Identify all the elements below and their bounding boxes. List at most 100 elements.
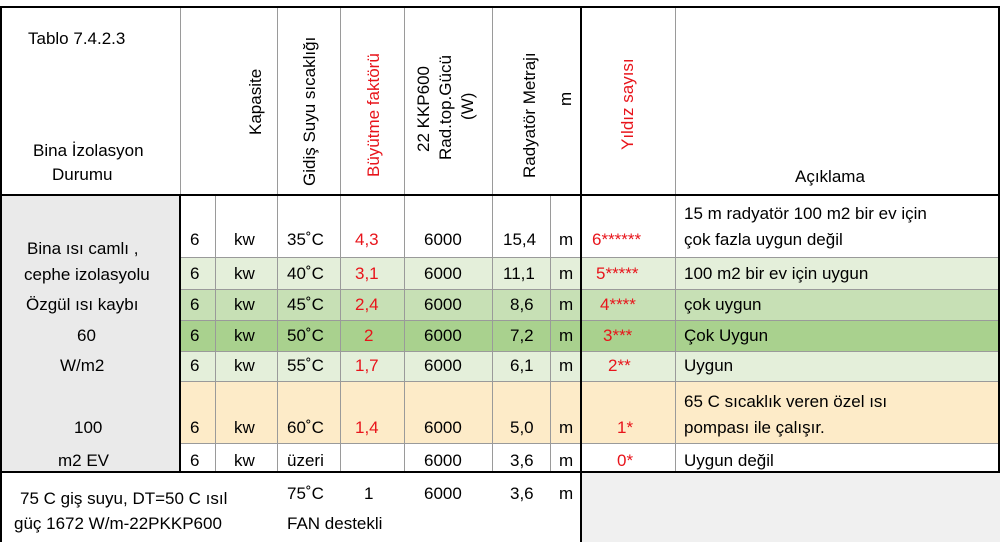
bina-label-line2: Durumu [52, 165, 113, 184]
row3-m: m [559, 295, 574, 314]
row5-desc1: Uygun [684, 356, 734, 375]
hline-row6 [180, 381, 1000, 382]
row4-desc1: Çok Uygun [684, 326, 769, 345]
hdr-vline-2 [277, 6, 278, 195]
row6-power: 6000 [424, 418, 462, 437]
row6-unit: kw [234, 418, 255, 437]
footer-factor: 1 [364, 484, 374, 503]
left-label-4: 60 [77, 326, 96, 345]
row1-desc2: çok fazla uygun değil [684, 230, 843, 249]
row-bg-6 [180, 381, 1000, 443]
left-label-bg [0, 195, 180, 472]
row4-m: m [559, 326, 574, 345]
row2-temp: 40˚C [287, 264, 324, 283]
footer-note-line2: güç 1672 W/m-22PKKP600 [14, 514, 222, 533]
vline-power [404, 195, 405, 472]
row4-temp: 50˚C [287, 326, 324, 345]
hdr-vline-4 [404, 6, 405, 195]
vline-desc [675, 195, 676, 472]
rad-header-line1: 22 KKP600 [414, 65, 433, 152]
row7-desc1: Uygun değil [684, 451, 774, 470]
border-left [0, 6, 2, 542]
row7-power: 6000 [424, 451, 462, 470]
footer-note-line1: 75 C giş suyu, DT=50 C ısıl [20, 489, 228, 508]
row5-stars: 2** [608, 356, 631, 375]
footer-power: 6000 [424, 484, 462, 503]
row3-stars: 4**** [600, 295, 636, 314]
row6-desc2: pompası ile çalışır. [684, 418, 825, 437]
footer-temp: 75˚C [287, 484, 324, 503]
row3-power: 6000 [424, 295, 462, 314]
bina-label-line1: Bina İzolasyon [33, 141, 144, 160]
row1-factor: 4,3 [355, 230, 379, 249]
vline-cap-unit [215, 195, 216, 472]
row4-length: 7,2 [510, 326, 534, 345]
row5-power: 6000 [424, 356, 462, 375]
row2-m: m [559, 264, 574, 283]
row2-power: 6000 [424, 264, 462, 283]
hline-row7 [180, 443, 1000, 444]
row-bg-1 [180, 195, 1000, 257]
vline-length [492, 195, 493, 472]
row-bg-2 [180, 257, 1000, 289]
m-unit-header: m [556, 91, 575, 106]
row4-cap: 6 [190, 326, 200, 345]
footer-fan: FAN destekli [287, 514, 383, 533]
left-label-7: m2 EV [58, 451, 110, 470]
row-bg-3 [180, 289, 1000, 320]
row7-length: 3,6 [510, 451, 534, 470]
row1-stars: 6****** [592, 230, 642, 249]
left-label-1: Bina ısı camlı , [27, 239, 139, 258]
row1-cap: 6 [190, 230, 200, 249]
row6-desc1: 65 C sıcaklık veren özel ısı [684, 392, 888, 411]
row4-stars: 3*** [603, 326, 633, 345]
row2-unit: kw [234, 264, 255, 283]
left-label-5: W/m2 [60, 356, 105, 375]
kapasite-header: Kapasite [246, 68, 265, 135]
row3-length: 8,6 [510, 295, 534, 314]
footer-length: 3,6 [510, 484, 534, 503]
row2-stars: 5***** [596, 264, 639, 283]
row7-unit: kw [234, 451, 255, 470]
left-label-3: Özgül ısı kaybı [26, 295, 139, 314]
row3-desc1: çok uygun [684, 295, 762, 314]
row7-m: m [559, 451, 574, 470]
border-left-col [179, 195, 181, 472]
row-bg-7 [180, 443, 1000, 472]
border-header-bottom [0, 194, 1000, 196]
row5-m: m [559, 356, 574, 375]
row7-temp: üzeri [287, 451, 324, 470]
row5-unit: kw [234, 356, 255, 375]
row3-cap: 6 [190, 295, 200, 314]
row6-m: m [559, 418, 574, 437]
row6-cap: 6 [190, 418, 200, 437]
border-footer-top [0, 471, 1000, 473]
hdr-vline-3 [340, 6, 341, 195]
hline-row2 [180, 257, 1000, 258]
row2-length: 11,1 [503, 264, 535, 283]
row3-factor: 2,4 [355, 295, 379, 314]
row1-unit: kw [234, 230, 255, 249]
vline-m [550, 195, 551, 472]
rad-header-line2: Rad.top.Gücü [436, 55, 455, 160]
row3-unit: kw [234, 295, 255, 314]
row1-power: 6000 [424, 230, 462, 249]
row-bg-4 [180, 320, 1000, 351]
left-label-6: 100 [74, 418, 103, 437]
aciklama-header: Açıklama [795, 167, 865, 186]
row1-length: 15,4 [503, 230, 537, 249]
hline-row3 [180, 289, 1000, 290]
header-area [0, 0, 1000, 195]
buyutme-header: Büyütme faktörü [364, 53, 383, 177]
row1-temp: 35˚C [287, 230, 324, 249]
border-top [0, 6, 1000, 8]
row6-stars: 1* [617, 418, 634, 437]
row2-factor: 3,1 [355, 264, 379, 283]
rad-header-line3: (W) [458, 92, 477, 120]
row1-m: m [559, 230, 574, 249]
table-id: Tablo 7.4.2.3 [28, 29, 126, 48]
hdr-vline-5 [492, 6, 493, 195]
row-bg-5 [180, 351, 1000, 381]
footer-area [0, 472, 580, 542]
border-right [998, 6, 1000, 472]
